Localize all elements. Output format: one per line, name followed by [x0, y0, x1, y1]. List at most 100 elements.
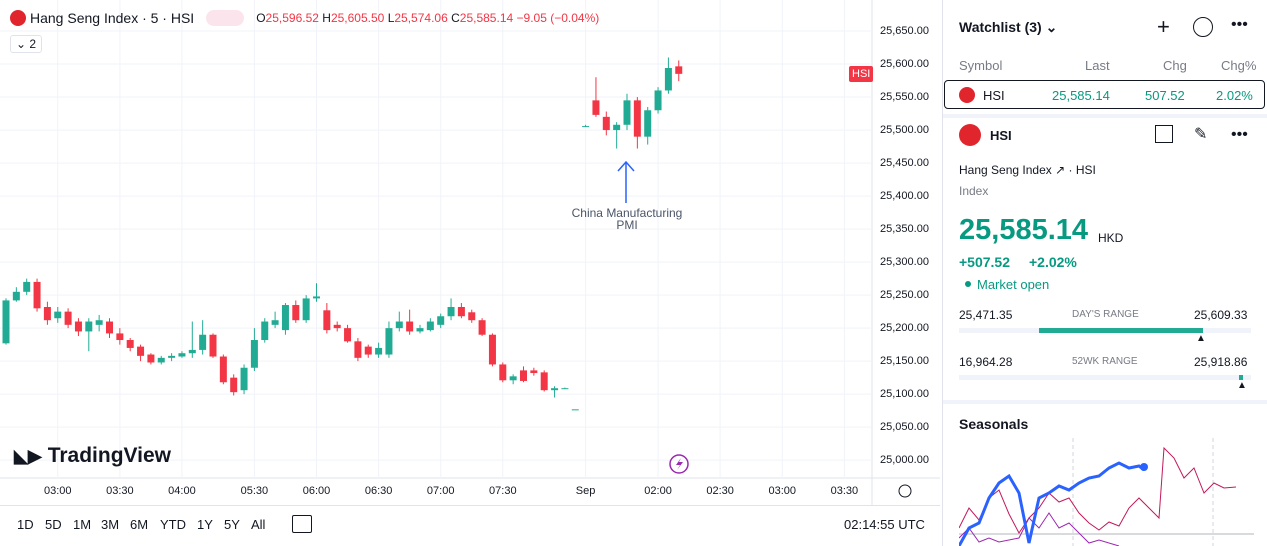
candle-body: [199, 334, 207, 350]
seasonals-title[interactable]: Seasonals: [959, 416, 1029, 432]
candle-body: [43, 307, 51, 321]
candle-body: [582, 126, 590, 128]
y-tick-label: 25,300.00: [880, 256, 929, 268]
layout-icon[interactable]: [1155, 125, 1173, 143]
more-icon[interactable]: •••: [1231, 16, 1248, 33]
x-tick-label: 06:00: [303, 485, 331, 497]
x-tick-label: 07:30: [489, 485, 517, 497]
row-chgpct: 2.02%: [1216, 88, 1253, 103]
y-tick-label: 25,450.00: [880, 157, 929, 169]
candle-body: [592, 100, 600, 115]
status-badge[interactable]: [206, 10, 245, 26]
watchlist-row[interactable]: [944, 80, 1265, 109]
candle-body: [33, 281, 41, 309]
range-button[interactable]: 6M: [130, 517, 149, 532]
candle-body: [468, 312, 476, 321]
column-header: Chg%: [1221, 58, 1257, 73]
range-button[interactable]: 5D: [45, 517, 62, 532]
y-tick-label: 25,250.00: [880, 289, 929, 301]
seasonals-dot: [1140, 463, 1148, 471]
candle-body: [230, 377, 238, 393]
y-tick-label: 25,000.00: [880, 454, 929, 466]
candle-body: [74, 321, 82, 332]
range-low: 25,471.35: [959, 308, 1013, 322]
watchlist-title[interactable]: Watchlist (3) ⌄: [959, 19, 1058, 35]
range-label: DAY'S RANGE: [1072, 309, 1139, 320]
row-chg: 507.52: [1145, 88, 1185, 103]
seasonals-chart: [959, 438, 1254, 546]
range-button[interactable]: 1D: [17, 517, 34, 532]
candle-body: [302, 298, 310, 321]
candle-body: [499, 364, 507, 381]
range-high: 25,918.86: [1194, 355, 1248, 369]
candle-body: [571, 409, 579, 411]
c-label: C: [451, 11, 460, 25]
candle-body: [488, 334, 496, 365]
candle-body: [540, 372, 548, 391]
event-icon[interactable]: [669, 454, 689, 474]
seasonals-line: [959, 512, 1120, 546]
ohlc: O25,596.52 H25,605.50 L25,574.06 C25,585…: [256, 11, 599, 25]
candle-body: [313, 296, 320, 299]
candle-body: [561, 388, 569, 390]
candle-body: [219, 356, 227, 383]
range-button[interactable]: 1Y: [197, 517, 213, 532]
detail-name[interactable]: Hang Seng Index ↗ · HSI: [959, 163, 1096, 177]
more-icon[interactable]: •••: [1231, 126, 1248, 143]
candle-body: [261, 321, 269, 341]
candle-body: [271, 320, 279, 325]
indicator-toggle[interactable]: ⌄ 2: [10, 35, 43, 53]
range-button[interactable]: 3M: [101, 517, 120, 532]
add-icon[interactable]: +: [1157, 14, 1170, 39]
detail-exchange: HSI: [1075, 163, 1096, 177]
candle-body: [157, 357, 165, 363]
symbol-icon: [10, 10, 26, 26]
clock[interactable]: 02:14:55 UTC: [844, 517, 925, 532]
y-tick-label: 25,650.00: [880, 25, 929, 37]
candle-body: [509, 376, 517, 381]
logo: ◣▶ TradingView: [14, 444, 172, 467]
candle-body: [23, 281, 31, 292]
range-button[interactable]: All: [251, 517, 266, 532]
x-tick-label: 04:00: [168, 485, 196, 497]
edit-icon[interactable]: ✎: [1194, 126, 1208, 143]
range-button[interactable]: YTD: [160, 517, 186, 532]
column-header: Symbol: [959, 58, 1003, 73]
chart: 25,000.00 25,050.00 25,100.00 25,150.00 25,2…: [0, 0, 940, 505]
detail-symbol[interactable]: HSI: [990, 128, 1012, 143]
candle-body: [375, 347, 383, 355]
annotation-arrow-head: [617, 160, 635, 172]
y-tick-label: 25,050.00: [880, 421, 929, 433]
candle-body: [613, 124, 621, 131]
candle-body: [281, 305, 289, 331]
chart-icon[interactable]: [1193, 17, 1213, 37]
seasonals-line: [959, 446, 1237, 534]
candle-body: [478, 320, 486, 335]
candle-body: [385, 328, 393, 355]
x-tick-label: 03:00: [44, 485, 72, 497]
candle-body: [437, 316, 445, 325]
range-marker: ▲: [1196, 333, 1206, 344]
candle-body: [520, 370, 527, 381]
divider: [943, 114, 1267, 118]
l-label: L: [387, 11, 395, 25]
candle-body: [406, 321, 414, 332]
l-value: 25,574.06: [394, 11, 448, 25]
candle-body: [168, 355, 176, 358]
candle-body: [95, 320, 103, 325]
y-tick-label: 25,150.00: [880, 355, 929, 367]
row-symbol: HSI: [983, 88, 1005, 103]
range-button[interactable]: 1M: [73, 517, 92, 532]
event-icon-bolt: [676, 458, 683, 470]
date-range-icon[interactable]: [292, 515, 312, 533]
y-tick-label: 25,600.00: [880, 58, 929, 70]
candle-body: [147, 354, 155, 363]
status-dot: [965, 281, 971, 287]
candle-body: [416, 328, 424, 332]
seasonals-line: [959, 461, 1145, 546]
settings-icon[interactable]: [898, 484, 912, 498]
column-header: Last: [1085, 58, 1110, 73]
candle-body: [137, 346, 145, 356]
x-tick-label: 05:30: [241, 485, 269, 497]
range-button[interactable]: 5Y: [224, 517, 240, 532]
